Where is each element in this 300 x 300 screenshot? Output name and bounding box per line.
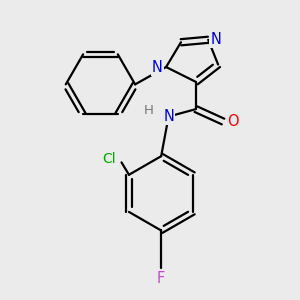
Text: N: N [152, 59, 163, 74]
Text: F: F [157, 271, 165, 286]
Text: N: N [163, 109, 174, 124]
Text: Cl: Cl [102, 152, 116, 166]
Text: H: H [144, 104, 154, 117]
Text: N: N [210, 32, 221, 47]
Text: O: O [227, 114, 239, 129]
